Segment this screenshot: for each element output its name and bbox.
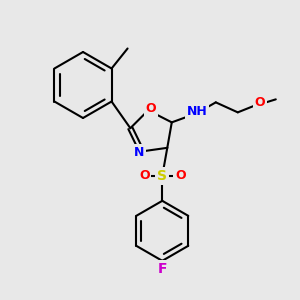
Text: F: F bbox=[158, 262, 167, 276]
Text: O: O bbox=[254, 96, 265, 109]
Text: O: O bbox=[175, 169, 186, 182]
Text: S: S bbox=[157, 169, 167, 183]
Text: O: O bbox=[139, 169, 150, 182]
Text: N: N bbox=[134, 146, 144, 159]
Text: NH: NH bbox=[186, 105, 207, 118]
Text: O: O bbox=[146, 102, 157, 115]
